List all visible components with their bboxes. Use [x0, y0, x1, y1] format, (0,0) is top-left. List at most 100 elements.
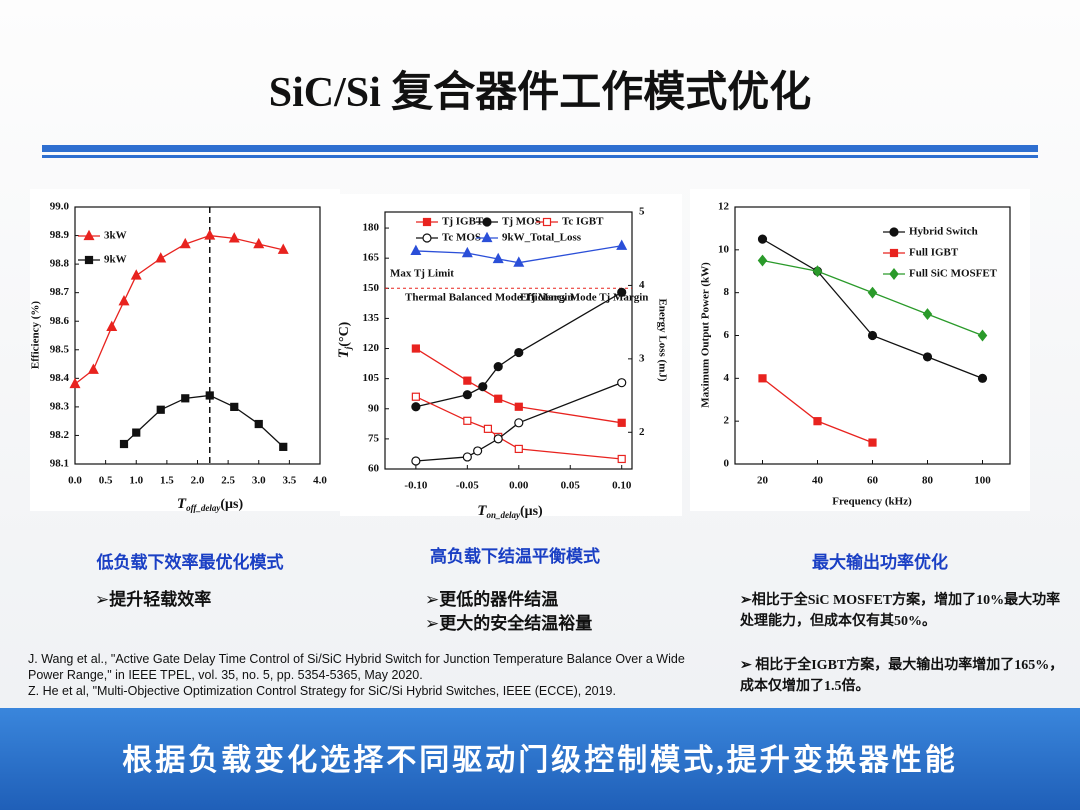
bullet: ➢提升轻载效率	[95, 590, 212, 610]
marker	[411, 344, 420, 353]
legend-label: 3kW	[104, 230, 127, 242]
axis-label: Energy Loss (mJ)	[656, 298, 668, 381]
marker	[757, 234, 768, 244]
x-tick-label: 100	[974, 475, 991, 487]
marker	[616, 239, 628, 250]
marker	[253, 237, 265, 249]
marker	[277, 243, 289, 254]
marker	[411, 402, 421, 412]
x-tick-label: 60	[867, 475, 879, 487]
x-tick-label: 20	[757, 475, 769, 487]
x-tick-label: 4.0	[313, 475, 327, 487]
marker	[118, 294, 130, 306]
marker	[493, 362, 503, 372]
legend-label: 9kW_Total_Loss	[502, 232, 582, 244]
y2-tick-label: 2	[639, 426, 645, 438]
legend-marker	[422, 233, 432, 243]
y-tick-label: 98.8	[50, 258, 70, 270]
chart-background	[690, 189, 1030, 511]
marker	[483, 424, 493, 433]
x-tick-label: 0.00	[509, 480, 529, 492]
y-tick-label: 98.7	[50, 286, 70, 298]
label-main: T	[336, 348, 352, 358]
label-sub: j	[343, 346, 353, 351]
y-tick-label: 165	[363, 252, 380, 264]
label-unit: (μs)	[520, 504, 543, 519]
marker	[617, 378, 627, 388]
annotation: Max Tj Limit	[390, 268, 454, 280]
x-tick-label: 1.5	[160, 475, 174, 487]
y-tick-label: 0	[724, 458, 730, 470]
marker	[473, 446, 483, 456]
y2-tick-label: 3	[639, 352, 645, 364]
label-unit: (°C)	[337, 321, 352, 346]
reference: Z. He et al, "Multi-Objective Optimizati…	[28, 684, 616, 698]
x-tick-label: 40	[812, 475, 824, 487]
marker	[463, 416, 472, 425]
y-tick-label: 12	[718, 201, 730, 213]
annotation: Efficiency Mode Tj Margin	[520, 292, 648, 304]
legend-marker	[481, 231, 493, 243]
y-tick-label: 75	[368, 432, 380, 444]
series-line	[415, 291, 623, 408]
marker	[922, 308, 933, 321]
marker	[494, 394, 503, 403]
axis-label: Efficiency (%)	[30, 301, 42, 369]
marker	[204, 229, 216, 240]
label-sub: off_delay	[186, 503, 221, 513]
marker	[513, 256, 525, 267]
legend-label: Hybrid Switch	[909, 226, 978, 238]
series-line	[415, 396, 622, 460]
label-unit: (μs)	[220, 497, 243, 512]
marker	[977, 329, 988, 342]
legend-label: 9kW	[104, 254, 127, 266]
footer-band	[0, 708, 1080, 810]
reference: J. Wang et al., "Active Gate Delay Time …	[28, 652, 685, 682]
x-tick-label: 0.05	[561, 480, 581, 492]
marker	[462, 390, 472, 400]
y-tick-label: 135	[363, 312, 380, 324]
legend-label: Tc MOS	[442, 232, 481, 244]
marker	[461, 246, 473, 258]
legend-marker	[84, 255, 94, 265]
marker	[617, 454, 626, 464]
y-tick-label: 8	[724, 286, 730, 298]
y-tick-label: 105	[363, 372, 380, 384]
marker	[205, 391, 214, 400]
marker	[514, 418, 524, 428]
axis-label: Maximum Output Power (kW)	[700, 262, 712, 408]
marker	[411, 456, 421, 466]
marker	[867, 286, 878, 299]
x-tick-label: 2.0	[191, 475, 205, 487]
marker	[812, 265, 823, 278]
marker	[493, 434, 503, 444]
marker	[462, 452, 472, 462]
plot-frame	[384, 211, 633, 470]
marker	[478, 382, 488, 392]
legend-label: Tc IGBT	[562, 216, 604, 228]
rule	[42, 145, 1038, 152]
marker	[228, 232, 240, 243]
y2-tick-label: 4	[639, 279, 645, 291]
axis-label: Frequency (kHz)	[832, 496, 912, 508]
y-tick-label: 98.1	[50, 458, 69, 470]
marker	[922, 352, 933, 362]
marker	[119, 439, 129, 449]
x-tick-label: 0.0	[68, 475, 82, 487]
marker	[181, 394, 190, 403]
y-tick-label: 98.9	[50, 229, 70, 241]
bullet: ➢更低的器件结温	[425, 590, 559, 610]
y2-tick-label: 5	[639, 206, 645, 218]
legend-marker	[889, 268, 899, 280]
bullet: ➢相比于全SiC MOSFET方案，增加了10%最大功率处理能力，但成本仅有其5…	[740, 593, 1061, 629]
y-tick-label: 60	[368, 463, 380, 475]
legend-label: Tj MOS	[502, 216, 541, 228]
legend-marker	[889, 227, 899, 237]
x-tick-label: -0.10	[404, 480, 427, 492]
marker	[492, 252, 504, 264]
bullet: ➢更大的安全结温裕量	[425, 614, 593, 634]
marker	[106, 320, 118, 332]
marker	[155, 252, 167, 263]
series-line	[415, 382, 622, 462]
y-tick-label: 4	[724, 372, 730, 384]
